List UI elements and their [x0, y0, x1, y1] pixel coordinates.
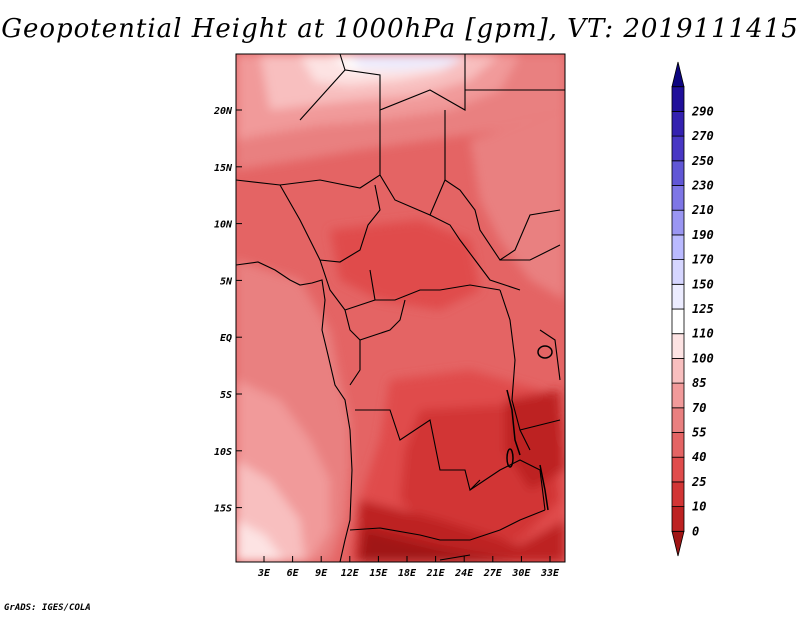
- lat-tick-label: 20N: [213, 106, 233, 117]
- colorbar-label: 100: [692, 351, 714, 365]
- lat-tick-label: 10S: [214, 447, 232, 458]
- lon-tick-label: 15E: [369, 568, 388, 579]
- colorbar-label: 270: [691, 129, 714, 143]
- colorbar-label: 10: [692, 500, 706, 514]
- colorbar-segment: [671, 530, 685, 557]
- colorbar-segment: [671, 259, 685, 285]
- colorbar-segment: [671, 357, 685, 384]
- colorbar-label: 125: [692, 302, 714, 316]
- lake-victoria: [537, 345, 553, 359]
- colorbar-segment: [671, 506, 685, 532]
- lon-axis: 3E 6E 9E 12E 15E 18E 21E 24E 27E 30E 33E: [257, 556, 560, 579]
- colorbar-label: 70: [692, 401, 706, 415]
- colorbar-segment: [671, 308, 685, 335]
- colorbar-label: 25: [691, 475, 706, 489]
- colorbar-segment: [671, 333, 685, 359]
- lake-malawi: [539, 464, 549, 511]
- lon-tick-label: 3E: [257, 568, 271, 579]
- lat-tick-label: 15N: [214, 163, 233, 174]
- colorbar-label: 210: [691, 203, 714, 217]
- lat-tick-label: 10N: [214, 220, 233, 231]
- lat-tick-label: EQ: [220, 333, 232, 344]
- colorbar-segment: [671, 135, 685, 162]
- lon-tick-label: 18E: [398, 568, 417, 579]
- colorbar-segment: [671, 481, 685, 507]
- lake-low-field: [505, 390, 565, 490]
- colorbar-segment: [671, 432, 685, 458]
- colorbar-label: 230: [691, 179, 714, 193]
- colorbar-label: 0: [692, 524, 699, 538]
- lon-tick-label: 9E: [315, 568, 328, 579]
- colorbar-label: 290: [691, 104, 714, 118]
- colorbar-label: 170: [692, 253, 714, 267]
- south-core-field: [360, 530, 520, 562]
- colorbar-label: 110: [692, 327, 714, 341]
- colorbar: 0 10 25 40 55 70 85 100 110 125 150 170 190 210 230 250…: [671, 61, 714, 557]
- colorbar-segment: [671, 185, 685, 211]
- colorbar-segment: [671, 86, 685, 112]
- colorbar-segment: [671, 209, 685, 236]
- lat-tick-label: 15S: [214, 504, 232, 515]
- colorbar-label: 85: [692, 376, 706, 390]
- colorbar-label: 150: [692, 277, 714, 291]
- credit-label: GrADS: IGES/COLA: [4, 603, 91, 613]
- colorbar-label: 40: [692, 450, 706, 464]
- north-blue-field: [350, 54, 465, 70]
- lat-tick-label: 5S: [220, 390, 232, 401]
- lon-tick-label: 27E: [483, 568, 503, 579]
- boundaries: [236, 54, 565, 562]
- colorbar-segment: [671, 234, 685, 260]
- colorbar-label: 250: [691, 154, 714, 168]
- colorbar-label: 190: [692, 228, 714, 242]
- lake-tanganyika: [506, 389, 521, 456]
- central-low-field: [330, 220, 480, 310]
- lon-tick-label: 6E: [287, 568, 300, 579]
- east-field: [470, 110, 565, 300]
- map-frame: [235, 53, 566, 563]
- colorbar-segment: [671, 407, 685, 433]
- ocean-highest-field: [236, 520, 285, 562]
- lake-mweru: [506, 448, 514, 468]
- colorbar-segment: [671, 382, 685, 409]
- height-field: [236, 54, 565, 562]
- lon-tick-label: 12E: [341, 568, 360, 579]
- lon-tick-label: 21E: [426, 568, 446, 579]
- colorbar-segment: [671, 160, 685, 186]
- colorbar-segment: [671, 283, 685, 310]
- colorbar-segment: [671, 111, 685, 137]
- west-coast-line: [236, 261, 353, 562]
- lat-axis: 20N 15N 10N 5N EQ 5S 10S 15S: [213, 106, 242, 515]
- lakes: [506, 345, 553, 511]
- map-title: Geopotential Height at 1000hPa [gpm], VT…: [1, 14, 799, 44]
- colorbar-segment: [671, 61, 685, 88]
- colorbar-segment: [671, 456, 685, 483]
- lat-tick-label: 5N: [220, 276, 233, 287]
- colorbar-label: 55: [692, 426, 706, 440]
- lon-tick-label: 24E: [454, 568, 474, 579]
- lon-tick-label: 30E: [511, 568, 531, 579]
- lon-tick-label: 33E: [540, 568, 560, 579]
